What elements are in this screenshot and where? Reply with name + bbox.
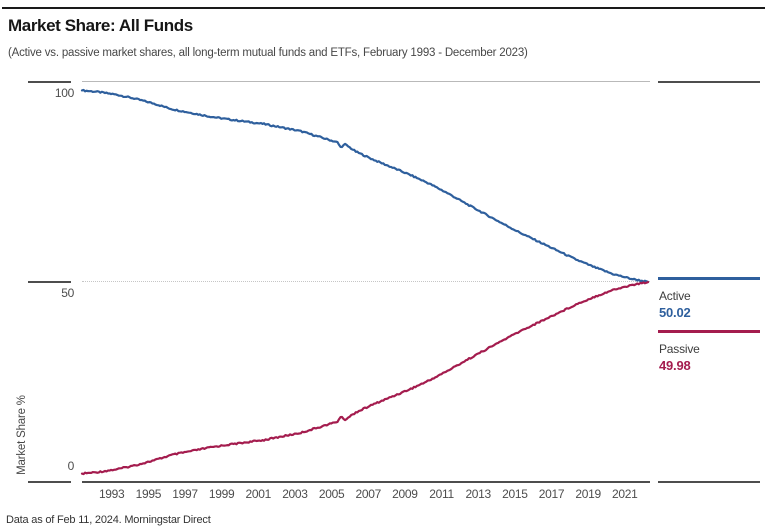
x-tick-label-1995: 1995	[135, 487, 162, 501]
top-rule	[2, 7, 765, 9]
y-tick-50	[28, 281, 71, 283]
legend-active-swatch	[658, 277, 760, 280]
x-tick-label-1999: 1999	[208, 487, 235, 501]
y-tick-label-0: 0	[67, 459, 75, 473]
x-axis-line	[82, 481, 650, 483]
y-axis-title: Market Share %	[16, 395, 28, 475]
x-tick-label-2021: 2021	[612, 487, 638, 501]
legend-passive-swatch	[658, 330, 760, 333]
y-tick-0	[28, 481, 71, 483]
gridline-100	[82, 81, 650, 82]
passive-line	[80, 280, 650, 476]
x-tick-label-2005: 2005	[318, 487, 345, 501]
right-panel-bottom-rule	[658, 481, 760, 483]
legend-active-value: 50.02	[659, 305, 691, 320]
right-panel-top-rule	[658, 81, 760, 83]
x-tick-label-2001: 2001	[245, 487, 272, 501]
x-tick-label-1997: 1997	[172, 487, 198, 501]
x-tick-label-2007: 2007	[355, 487, 382, 501]
x-axis-tick-labels: 1993 1995 1997 1999 2001 2003 2005 2007 2009 2011…	[80, 487, 660, 503]
legend-passive-value: 49.98	[659, 358, 691, 373]
active-line	[80, 88, 650, 284]
x-tick-label-2013: 2013	[465, 487, 491, 501]
x-tick-label-2003: 2003	[282, 487, 308, 501]
gridline-50-dotted	[82, 281, 650, 282]
legend-passive-name: Passive	[659, 342, 700, 356]
y-tick-label-100: 100	[54, 86, 74, 100]
y-tick-100	[28, 81, 71, 83]
chart-title: Market Share: All Funds	[8, 16, 193, 35]
footer-source-note: Data as of Feb 11, 2024. Morningstar Dir…	[6, 514, 211, 526]
x-tick-label-1993: 1993	[98, 487, 125, 501]
x-tick-label-2011: 2011	[429, 487, 454, 501]
x-tick-label-2017: 2017	[538, 487, 565, 501]
chart-subtitle: (Active vs. passive market shares, all l…	[8, 47, 528, 59]
plot-area	[80, 88, 650, 476]
x-tick-label-2009: 2009	[392, 487, 418, 501]
x-tick-label-2019: 2019	[575, 487, 601, 501]
x-tick-label-2015: 2015	[502, 487, 528, 501]
y-tick-label-50: 50	[61, 286, 74, 300]
legend-active-name: Active	[659, 289, 691, 303]
